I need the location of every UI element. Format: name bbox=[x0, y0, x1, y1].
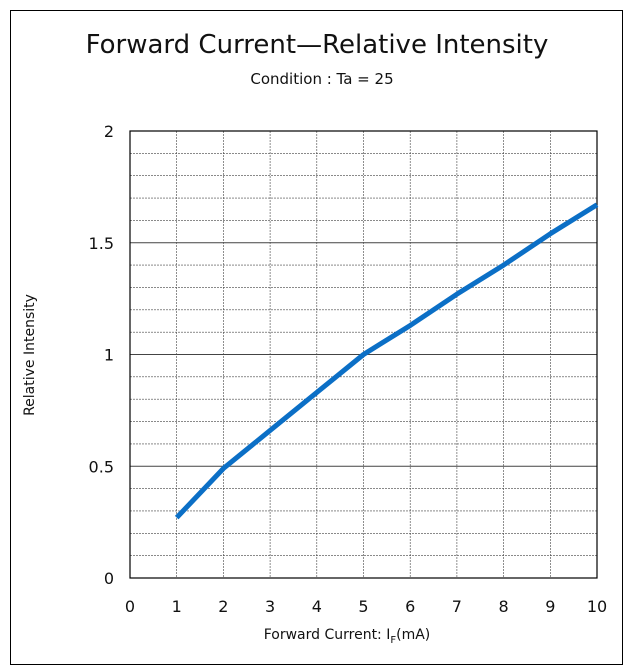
y-tick-label: 1.5 bbox=[89, 234, 114, 253]
x-axis-label: Forward Current: IF(mA) bbox=[0, 627, 634, 646]
y-tick-label: 0.5 bbox=[89, 457, 114, 476]
x-tick-label: 3 bbox=[265, 597, 275, 616]
x-tick-label: 5 bbox=[358, 597, 368, 616]
x-tick-label: 9 bbox=[545, 597, 555, 616]
x-tick-label: 2 bbox=[218, 597, 228, 616]
x-tick-label: 4 bbox=[312, 597, 322, 616]
x-axis-label-suffix: (mA) bbox=[396, 627, 431, 643]
x-tick-label: 7 bbox=[452, 597, 462, 616]
x-tick-label: 8 bbox=[499, 597, 509, 616]
chart-title: Forward Current—Relative Intensity bbox=[85, 30, 549, 60]
chart-subtitle: Condition : Ta = 25 bbox=[250, 70, 394, 88]
x-tick-label: 1 bbox=[172, 597, 182, 616]
series-line bbox=[174, 202, 599, 520]
x-tick-label: 0 bbox=[125, 597, 135, 616]
y-tick-label: 0 bbox=[104, 569, 114, 588]
chart-frame bbox=[10, 10, 623, 665]
x-axis-label-subscript: F bbox=[390, 634, 397, 646]
plot-area bbox=[129, 130, 598, 579]
x-tick-label: 10 bbox=[587, 597, 607, 616]
y-tick-label: 1 bbox=[104, 346, 114, 365]
x-tick-label: 6 bbox=[405, 597, 415, 616]
y-tick-label: 2 bbox=[104, 122, 114, 141]
x-axis-label-prefix: Forward Current: I bbox=[263, 627, 391, 643]
